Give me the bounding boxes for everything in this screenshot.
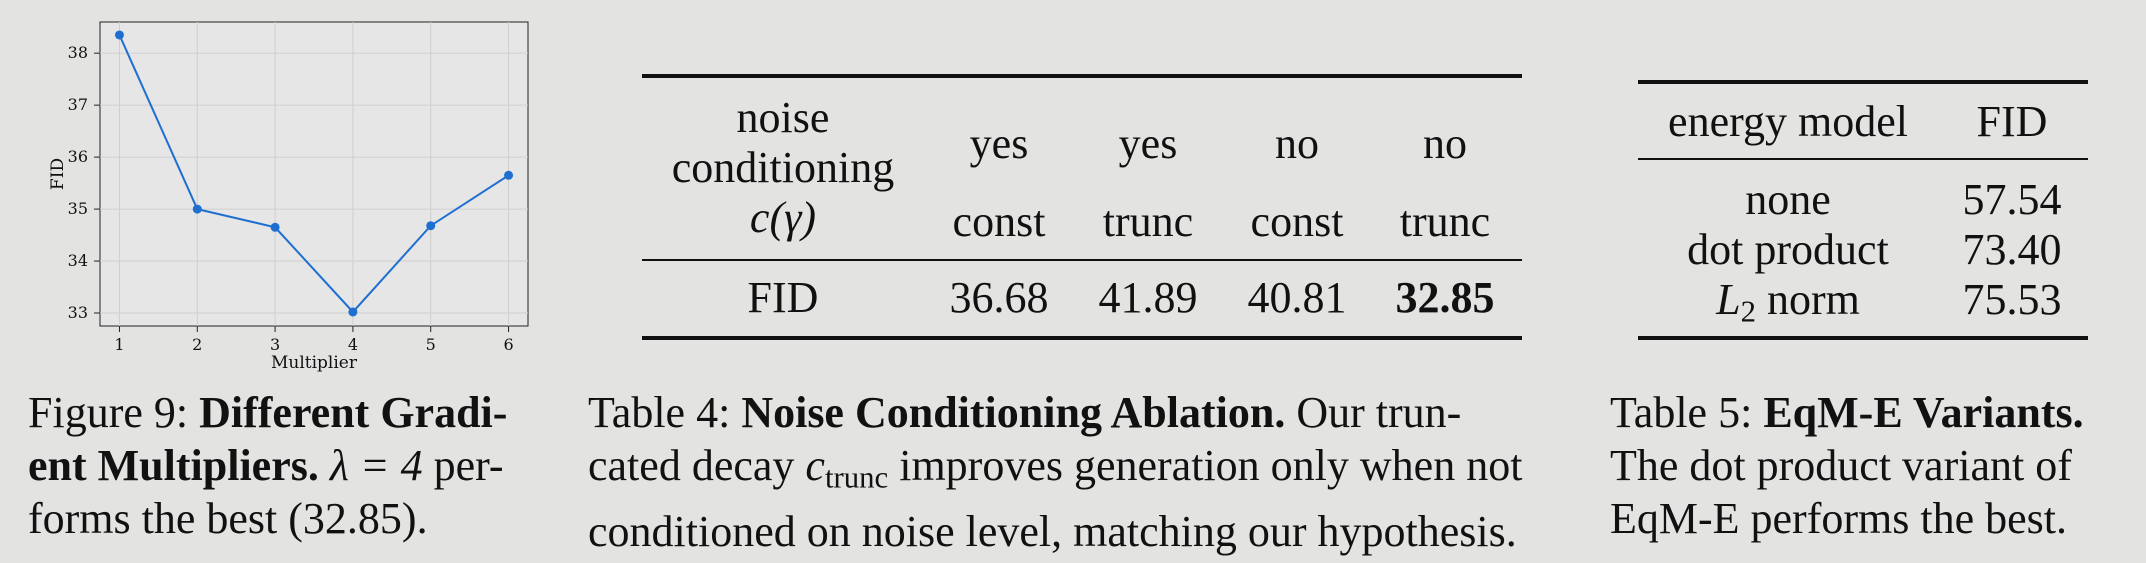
data-point <box>504 170 514 180</box>
caption-text: cated decay <box>588 441 806 490</box>
l2-math: L <box>1716 275 1741 324</box>
row-label-none: none <box>1745 175 1831 224</box>
caption-prefix: Figure 9: <box>28 388 200 437</box>
caption-text-line3: conditioned on noise level, matching our… <box>588 506 1517 556</box>
table-bottom-rule <box>642 336 1522 340</box>
col1-top: yes <box>969 119 1029 168</box>
x-axis-label: Multiplier <box>271 353 358 373</box>
caption-text-line2: The dot product variant of <box>1610 441 2072 490</box>
row-label-dot-product: dot product <box>1687 225 1889 274</box>
y-tick-label: 37 <box>68 95 88 114</box>
table-mid-rule <box>1638 158 2088 160</box>
caption-math: λ = 4 <box>329 441 423 490</box>
series-fid <box>114 30 514 317</box>
row-value-none: 57.54 <box>1962 175 2062 224</box>
fid-value-4-best: 32.85 <box>1395 273 1495 322</box>
table-4-caption: Table 4: Noise Conditioning Ablation. Ou… <box>588 386 1522 558</box>
col4-bottom: trunc <box>1399 197 1491 246</box>
header-label-math: c(γ) <box>749 193 817 242</box>
y-tick-label: 38 <box>68 43 88 62</box>
caption-title-cont: ent Multipliers. <box>28 441 319 490</box>
row-value-dot-product: 73.40 <box>1962 225 2062 274</box>
header-energy-model: energy model <box>1668 97 1908 146</box>
col3-top: no <box>1275 119 1319 168</box>
caption-subscript: trunc <box>824 460 889 495</box>
row-label-l2-norm: L2 norm <box>1716 274 1860 330</box>
x-tick-label: 1 <box>114 335 124 354</box>
x-tick-label: 4 <box>348 335 358 354</box>
fid-value-2: 41.89 <box>1098 273 1198 322</box>
y-axis-label: FID <box>48 158 68 190</box>
x-tick-label: 2 <box>192 335 202 354</box>
fid-value-3: 40.81 <box>1247 273 1347 322</box>
col3-bottom: const <box>1250 197 1344 246</box>
caption-text: per- <box>422 441 504 490</box>
data-point <box>426 221 436 231</box>
header-label-line2: conditioning <box>671 143 895 192</box>
caption-text-line3: EqM-E performs the best. <box>1610 494 2067 543</box>
y-tick-label: 35 <box>68 199 88 218</box>
header-label-line1: noise <box>736 93 830 142</box>
caption-math: c <box>805 441 825 490</box>
series-line <box>118 34 510 314</box>
y-tick-label: 33 <box>68 303 88 322</box>
data-point <box>348 307 358 317</box>
table-top-rule <box>1638 80 2088 84</box>
data-point <box>270 222 280 232</box>
header-fid: FID <box>1976 97 2048 146</box>
caption-text: improves generation only when not <box>888 441 1523 490</box>
table-5-caption: Table 5: EqM-E Variants. The dot product… <box>1610 386 2084 545</box>
table-bottom-rule <box>1638 336 2088 340</box>
y-tick-label: 34 <box>68 251 88 270</box>
caption-title: EqM-E Variants. <box>1763 388 2084 437</box>
caption-text-line3: forms the best (32.85). <box>28 494 428 543</box>
caption-title: Different Gradi- <box>199 388 508 437</box>
col1-bottom: const <box>952 197 1046 246</box>
l2-rest: norm <box>1756 275 1860 324</box>
data-point <box>114 30 124 40</box>
y-tick-label: 36 <box>68 147 88 166</box>
caption-prefix: Table 4: <box>588 388 742 437</box>
x-tick-label: 5 <box>426 335 436 354</box>
figure-9-caption: Figure 9: Different Gradi- ent Multiplie… <box>28 386 507 545</box>
caption-title: Noise Conditioning Ablation. <box>741 388 1286 437</box>
row-label-fid: FID <box>747 273 819 322</box>
table-top-rule <box>642 74 1522 78</box>
col4-top: no <box>1423 119 1467 168</box>
fid-value-1: 36.68 <box>949 273 1049 322</box>
col2-top: yes <box>1118 119 1178 168</box>
plot-area <box>99 21 529 327</box>
col2-bottom: trunc <box>1102 197 1194 246</box>
table-mid-rule <box>642 259 1522 261</box>
caption-text: Our trun- <box>1285 388 1462 437</box>
row-value-l2-norm: 75.53 <box>1962 275 2062 324</box>
caption-prefix: Table 5: <box>1610 388 1764 437</box>
l2-subscript: 2 <box>1740 294 1756 329</box>
x-tick-label: 6 <box>503 335 513 354</box>
data-point <box>192 204 202 214</box>
x-tick-label: 3 <box>270 335 280 354</box>
